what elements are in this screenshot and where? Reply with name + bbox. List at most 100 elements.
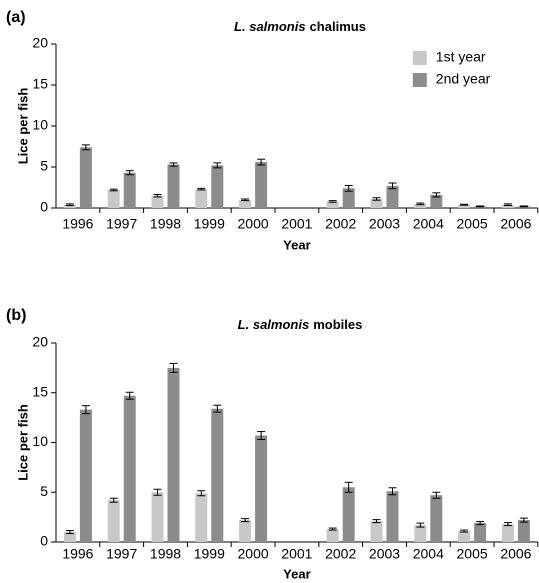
error-bar (125, 391, 134, 400)
x-tick-label: 1999 (194, 216, 225, 232)
error-bar (65, 530, 74, 535)
y-tick-label: 20 (32, 334, 48, 350)
x-tick-label: 1998 (150, 216, 181, 232)
x-tick-label: 2000 (238, 546, 269, 562)
y-tick-label: 15 (32, 383, 48, 399)
bar (151, 195, 164, 208)
chart-title: L. salmonis mobiles (238, 317, 363, 332)
bar (239, 520, 252, 542)
bar (501, 524, 514, 542)
bar (167, 164, 180, 208)
bar (326, 529, 339, 542)
y-tick-label: 0 (40, 533, 48, 549)
y-tick-label: 10 (32, 117, 48, 133)
bar (211, 165, 224, 208)
error-bar (460, 203, 469, 206)
bar (370, 198, 383, 208)
bar (458, 204, 471, 208)
bar (326, 201, 339, 208)
title-part: chalimus (310, 19, 366, 34)
x-axis-label: Year (283, 566, 310, 581)
y-tick-label: 0 (40, 199, 48, 215)
error-bar (257, 158, 266, 166)
legend-swatch (412, 73, 427, 87)
error-bar (416, 202, 425, 206)
error-bar (213, 162, 222, 169)
error-bar (257, 431, 266, 441)
x-tick-label: 2004 (413, 546, 444, 562)
error-bar (432, 192, 441, 198)
error-bar (476, 205, 485, 208)
error-bar (344, 184, 353, 192)
error-bar (503, 522, 512, 527)
bar (255, 162, 268, 208)
error-bar (372, 519, 381, 524)
bar (386, 491, 399, 542)
bar (63, 204, 76, 208)
title-part: L. salmonis (238, 317, 310, 332)
x-tick-label: 2005 (457, 216, 488, 232)
error-bar (460, 529, 469, 533)
bar (430, 495, 443, 542)
x-tick-label: 2000 (238, 216, 269, 232)
error-bar (81, 144, 90, 151)
bar (107, 500, 120, 542)
bar (195, 493, 208, 542)
x-tick-label: 1997 (106, 546, 137, 562)
bar (458, 531, 471, 542)
bar (342, 188, 355, 208)
error-bar (109, 188, 118, 192)
y-axis-label: Lice per fish (15, 88, 30, 165)
title-part: L. salmonis (234, 19, 306, 34)
error-bar (197, 187, 206, 191)
legend-swatch (412, 51, 427, 65)
x-tick-label: 2004 (413, 216, 444, 232)
error-bar (432, 491, 441, 499)
bar (414, 525, 427, 542)
bar (414, 203, 427, 208)
bar (501, 204, 514, 208)
bar (474, 523, 487, 542)
x-tick-label: 2001 (281, 546, 312, 562)
error-bar (125, 170, 134, 176)
y-axis-label: Lice per fish (15, 404, 30, 481)
y-tick-label: 10 (32, 433, 48, 449)
error-bar (416, 522, 425, 528)
error-bar (388, 487, 397, 496)
error-bar (344, 481, 353, 493)
x-tick-label: 1997 (106, 216, 137, 232)
bar (195, 189, 208, 208)
error-bar (153, 193, 162, 198)
error-bar (213, 404, 222, 413)
x-tick-label: 2006 (500, 546, 531, 562)
error-bar (328, 527, 337, 531)
error-bar (519, 205, 528, 208)
y-tick-label: 20 (32, 35, 48, 51)
error-bar (476, 521, 485, 526)
x-tick-label: 2003 (369, 546, 400, 562)
error-bar (81, 405, 90, 415)
error-bar (241, 518, 250, 523)
x-tick-label: 1999 (194, 546, 225, 562)
x-axis-label: Year (283, 237, 310, 252)
x-tick-label: 2005 (457, 546, 488, 562)
error-bar (197, 490, 206, 497)
bar (386, 185, 399, 208)
bar (430, 194, 443, 208)
y-tick-label: 5 (40, 158, 48, 174)
bar (167, 367, 180, 542)
error-bar (169, 162, 178, 167)
x-tick-label: 2006 (500, 216, 531, 232)
error-bar (65, 203, 74, 207)
title-part: mobiles (313, 317, 362, 332)
chart-title: L. salmonis chalimus (234, 19, 366, 34)
bar (517, 520, 530, 542)
legend-label: 1st year (436, 49, 486, 65)
bar (370, 521, 383, 542)
bar (151, 492, 164, 542)
legend-label: 2nd year (436, 71, 491, 87)
error-bar (153, 488, 162, 496)
panel-label: (a) (6, 9, 26, 26)
error-bar (109, 497, 118, 503)
